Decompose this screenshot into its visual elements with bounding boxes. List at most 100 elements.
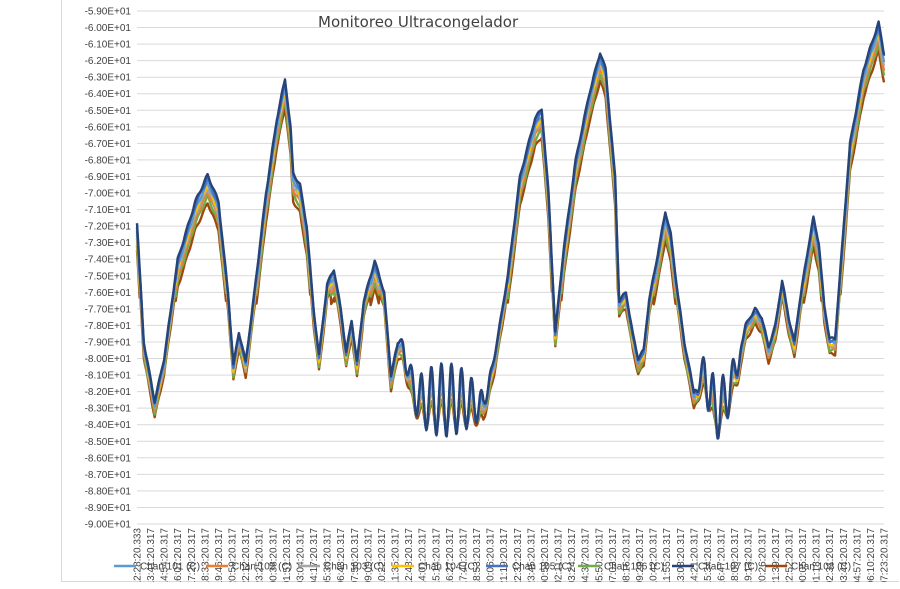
x-tick-label: 15:34:20.317	[703, 528, 714, 582]
y-tick-label: -9.00E+01	[85, 520, 132, 531]
x-tick-label: 12:28:20.333	[133, 528, 144, 582]
x-tick-label: 07:23:20.317	[880, 528, 891, 582]
x-tick-label: 22:32:20.317	[513, 528, 524, 582]
y-tick-label: -7.50E+01	[85, 271, 132, 282]
y-tick-label: -8.70E+01	[85, 470, 132, 481]
x-tick-label: 02:11:20.317	[554, 528, 565, 582]
chart-svg: -5.90E+01 -6.00E+01 -6.10E+01 -6.20E+01 -6.3…	[85, 7, 891, 583]
x-tick-label: 21:19:20.317	[499, 528, 510, 582]
y-tick-label: -5.90E+01	[85, 7, 132, 18]
x-tick-label: 13:08:20.317	[676, 528, 687, 582]
x-tick-label: 19:13:20.317	[744, 528, 755, 582]
y-tick-label: -6.90E+01	[85, 172, 132, 183]
series-line-chan-105-c	[135, 25, 886, 440]
x-tick-label: 18:53:20.317	[472, 528, 483, 582]
x-tick-label: 04:37:20.317	[581, 528, 592, 582]
x-tick-label: 06:43:20.317	[336, 528, 347, 582]
x-tick-label: 12:48:20.317	[404, 528, 415, 582]
x-tick-label: 17:40:20.317	[458, 528, 469, 582]
y-tick-label: -7.00E+01	[85, 189, 132, 200]
x-tick-label: 05:50:20.317	[594, 528, 605, 582]
y-tick-label: -6.00E+01	[85, 23, 132, 34]
x-tick-label: 22:12:20.317	[241, 528, 252, 582]
legend-entry: Chan 105 (C)	[486, 562, 572, 573]
legend-label: Chan 101 (C)	[140, 562, 200, 573]
legend: Chan 101 (C) Chan 102 (C) Chan 103 (C) Chan…	[114, 562, 851, 573]
x-tick-label: 18:00:20.317	[730, 528, 741, 582]
x-tick-label: 16:47:20.317	[717, 528, 728, 582]
chart-title: Monitoreo Ultracongelador	[318, 13, 519, 31]
x-tick-label: 18:33:20.317	[200, 528, 211, 582]
x-tick-label: 02:31:20.317	[825, 528, 836, 582]
gridlines	[137, 10, 884, 525]
x-tick-label: 09:29:20.317	[635, 528, 646, 582]
x-tick-label: 01:18:20.317	[812, 528, 823, 582]
y-tick-label: -8.90E+01	[85, 503, 132, 514]
legend-entry: Chan 103 (C)	[298, 562, 384, 573]
legend-label: Chan 105 (C)	[512, 562, 572, 573]
legend-entry: Chan 101 (C)	[114, 562, 200, 573]
x-tick-label: 07:03:20.317	[608, 528, 619, 582]
y-tick-label: -7.10E+01	[85, 205, 132, 216]
y-tick-label: -7.60E+01	[85, 288, 132, 299]
legend-label: Chan 104 (C)	[418, 562, 478, 573]
x-tick-label: 19:46:20.317	[214, 528, 225, 582]
x-tick-label: 00:05:20.317	[798, 528, 809, 582]
x-tick-label: 03:44:20.317	[839, 528, 850, 582]
y-tick-label: -7.80E+01	[85, 321, 132, 332]
legend-entry: Chan 102 (C)	[206, 562, 292, 573]
x-tick-label: 11:55:20.317	[662, 528, 673, 582]
x-tick-label: 08:16:20.317	[621, 528, 632, 582]
y-tick-label: -8.30E+01	[85, 404, 132, 415]
legend-entry: Chan 106 (C)	[578, 562, 664, 573]
x-tick-label: 05:30:20.317	[323, 528, 334, 582]
x-tick-label: 23:25:20.317	[255, 528, 266, 582]
legend-entry: Chan 104 (C)	[392, 562, 478, 573]
y-tick-label: -8.50E+01	[85, 437, 132, 448]
x-tick-label: 03:24:20.317	[567, 528, 578, 582]
legend-label: Chan 102 (C)	[232, 562, 292, 573]
y-tick-label: -7.70E+01	[85, 304, 132, 315]
x-axis-tick-labels: 12:28:20.333 13:41:20.317 14:54:20.317 16:0…	[133, 528, 891, 582]
x-tick-label: 13:41:20.317	[146, 528, 157, 582]
x-tick-label: 07:56:20.317	[350, 528, 361, 582]
x-tick-label: 20:06:20.317	[486, 528, 497, 582]
x-tick-label: 06:10:20.317	[866, 528, 877, 582]
x-tick-label: 00:58:20.317	[540, 528, 551, 582]
x-tick-label: 10:22:20.317	[377, 528, 388, 582]
x-tick-label: 14:54:20.317	[160, 528, 171, 582]
x-tick-label: 04:57:20.317	[852, 528, 863, 582]
x-tick-label: 14:01:20.317	[418, 528, 429, 582]
chart-area: -5.90E+01 -6.00E+01 -6.10E+01 -6.20E+01 -6.3…	[61, 0, 899, 582]
x-tick-label: 09:09:20.317	[363, 528, 374, 582]
y-tick-label: -8.20E+01	[85, 387, 132, 398]
y-tick-label: -6.70E+01	[85, 139, 132, 150]
x-tick-label: 21:39:20.317	[771, 528, 782, 582]
y-tick-label: -6.10E+01	[85, 40, 132, 51]
y-tick-label: -8.60E+01	[85, 453, 132, 464]
y-axis-tick-labels: -5.90E+01 -6.00E+01 -6.10E+01 -6.20E+01 -6.3…	[85, 7, 132, 531]
x-tick-label: 20:26:20.317	[757, 528, 768, 582]
x-tick-label: 11:35:20.317	[391, 528, 402, 582]
x-tick-label: 10:42:20.317	[649, 528, 660, 582]
y-tick-label: -6.40E+01	[85, 89, 132, 100]
legend-label: Chan 106 (C)	[604, 562, 664, 573]
y-tick-label: -6.50E+01	[85, 106, 132, 117]
y-tick-label: -8.00E+01	[85, 354, 132, 365]
legend-entry: Chan 107 (C)	[672, 562, 758, 573]
x-tick-label: 03:04:20.317	[295, 528, 306, 582]
y-tick-label: -6.60E+01	[85, 122, 132, 133]
y-tick-label: -6.80E+01	[85, 155, 132, 166]
x-tick-label: 16:27:20.317	[445, 528, 456, 582]
legend-label: Chan 103 (C)	[324, 562, 384, 573]
series-line-chan-101-c	[135, 27, 886, 436]
y-tick-label: -8.10E+01	[85, 371, 132, 382]
x-tick-label: 17:20:20.317	[187, 528, 198, 582]
x-tick-label: 00:38:20.317	[268, 528, 279, 582]
x-tick-label: 04:17:20.317	[309, 528, 320, 582]
series-line-chan-106-c	[135, 42, 886, 431]
y-tick-label: -6.20E+01	[85, 56, 132, 67]
x-tick-label: 14:21:20.317	[689, 528, 700, 582]
y-tick-label: -6.30E+01	[85, 73, 132, 84]
y-tick-label: -8.40E+01	[85, 420, 132, 431]
